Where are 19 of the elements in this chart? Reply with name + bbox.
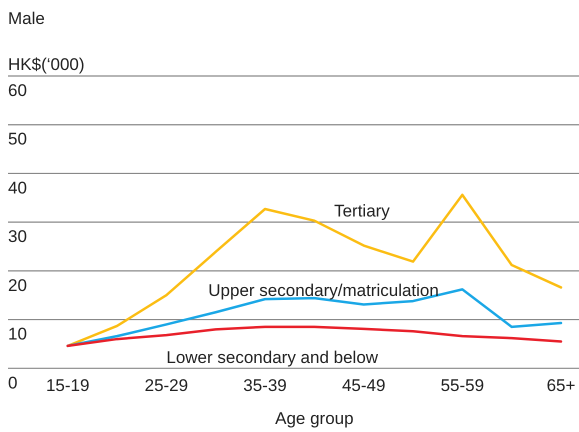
x-tick-label: 55-59	[440, 376, 484, 395]
x-tick-label: 35-39	[243, 376, 287, 395]
y-tick-label: 30	[8, 227, 27, 246]
x-axis-title: Age group	[275, 409, 354, 428]
y-tick-label: 20	[8, 276, 27, 295]
y-tick-label: 60	[8, 81, 27, 100]
chart-title: Male	[8, 9, 45, 28]
y-tick-label: 10	[8, 324, 27, 344]
series-label: Upper secondary/matriculation	[208, 281, 439, 300]
series-label: Tertiary	[334, 202, 390, 221]
y-axis-title: HK$(‘000)	[8, 55, 85, 74]
x-tick-label: 65+	[546, 376, 576, 395]
y-tick-label: 50	[8, 130, 27, 149]
x-tick-label: 25-29	[144, 376, 188, 395]
y-tick-label: 0	[8, 373, 18, 392]
y-tick-label: 40	[8, 178, 27, 198]
series-label: Lower secondary and below	[166, 348, 379, 368]
x-tick-label: 45-49	[342, 376, 386, 395]
x-tick-label: 15-19	[46, 376, 90, 395]
